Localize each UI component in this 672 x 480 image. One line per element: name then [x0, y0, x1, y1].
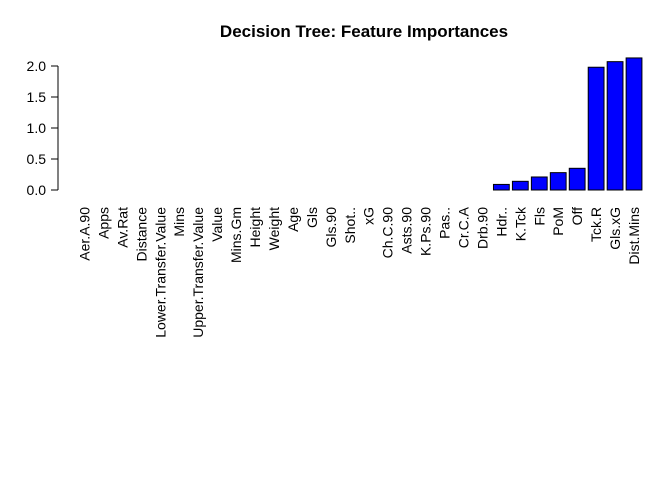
y-tick-label: 0.5	[27, 151, 47, 167]
bar-k-tck	[511, 180, 529, 191]
x-tick-label: Gls.90	[323, 207, 339, 248]
x-tick-label: Dist.Mins	[626, 207, 642, 265]
y-tick-label: 2.0	[27, 58, 47, 74]
x-tick-label: Tck.R	[588, 207, 604, 242]
bars-group	[492, 57, 643, 191]
x-tick-label: Ch.C.90	[380, 207, 396, 259]
y-axis: 0.0 0.5 1.0 1.5 2.0	[27, 58, 59, 198]
bar-pom	[549, 172, 567, 191]
bar-dist-mins	[625, 57, 643, 191]
bar-hdr	[492, 183, 510, 191]
x-tick-label: Age	[285, 207, 301, 232]
x-tick-label: Mins	[171, 207, 187, 237]
x-tick-label: Fls	[531, 207, 547, 226]
y-tick-label: 0.0	[27, 182, 47, 198]
x-tick-label: Off	[569, 207, 585, 226]
chart-title: Decision Tree: Feature Importances	[220, 22, 508, 41]
x-tick-label: Height	[247, 207, 263, 248]
x-tick-label: Cr.C.A	[455, 206, 471, 248]
x-tick-label: Pas..	[437, 207, 453, 239]
y-tick-label: 1.5	[27, 89, 47, 105]
x-tick-label: Upper.Transfer.Value	[190, 207, 206, 338]
bar-fls	[530, 176, 548, 191]
x-tick-label: Value	[209, 207, 225, 242]
x-tick-label: Aer.A.90	[76, 207, 92, 261]
bar-off	[568, 167, 586, 191]
bar-tck-r	[587, 66, 605, 191]
x-tick-label: K.Tck	[512, 206, 528, 241]
x-tick-label: Weight	[266, 207, 282, 250]
y-tick-label: 1.0	[27, 120, 47, 136]
x-tick-labels: Aer.A.90 Apps Av.Rat Distance Lower.Transfer…	[76, 206, 642, 338]
x-tick-label: K.Ps.90	[418, 207, 434, 256]
x-tick-label: Av.Rat	[114, 207, 130, 248]
x-tick-label: xG	[361, 207, 377, 225]
x-tick-label: PoM	[550, 207, 566, 236]
x-tick-label: Gls	[304, 207, 320, 228]
x-tick-label: Asts.90	[399, 207, 415, 254]
x-tick-label: Mins.Gm	[228, 207, 244, 263]
x-tick-label: Lower.Transfer.Value	[152, 207, 168, 338]
bar-gls-xg	[606, 61, 624, 191]
x-tick-label: Gls.xG	[607, 207, 623, 250]
x-tick-label: Hdr..	[493, 207, 509, 237]
x-tick-label: Apps	[95, 207, 111, 239]
x-tick-label: Shot..	[342, 207, 358, 244]
x-tick-label: Drb.90	[474, 207, 490, 249]
x-tick-label: Distance	[133, 207, 149, 262]
